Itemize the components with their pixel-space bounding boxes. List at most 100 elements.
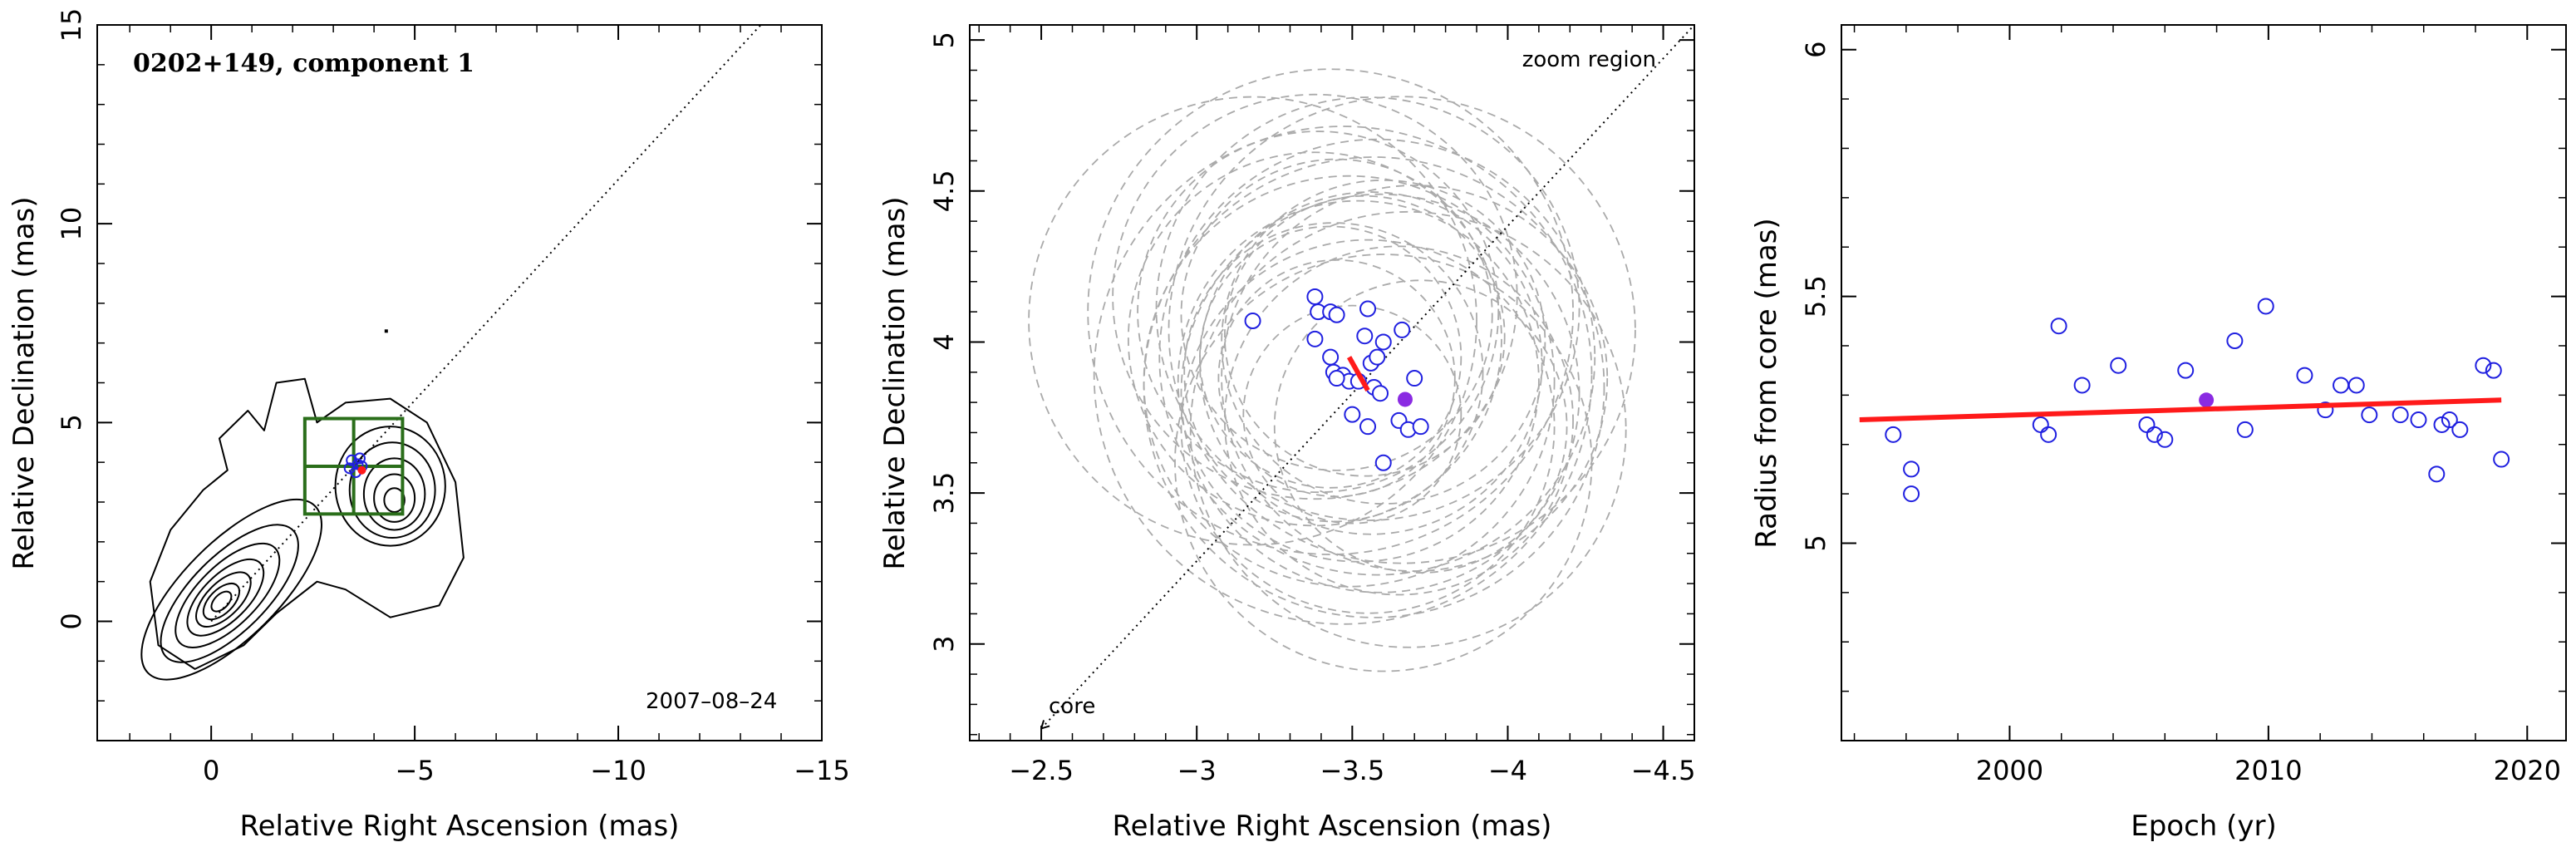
epoch-point — [2032, 416, 2049, 433]
middle-y-tick-label: 5 — [928, 32, 960, 48]
component-size-circle — [1273, 279, 1568, 574]
core-contour — [160, 524, 299, 663]
middle-x-tick-label: −3 — [1177, 755, 1217, 786]
component-contour — [362, 457, 426, 531]
middle-y-tick-label: 3.5 — [928, 472, 960, 515]
component-contour — [348, 441, 436, 539]
epoch-point — [2146, 426, 2163, 443]
epoch-point — [1356, 328, 1374, 345]
left-x-tick-label: −5 — [396, 755, 435, 786]
epoch-point — [2296, 367, 2313, 384]
epoch-point — [2451, 421, 2469, 438]
epoch-point — [2428, 465, 2446, 483]
epoch-point — [1406, 370, 1423, 387]
epoch-point — [2110, 357, 2127, 374]
core-contour — [195, 571, 252, 628]
left-y-tick-label: 10 — [56, 207, 87, 241]
component-size-circle — [1242, 304, 1463, 524]
epoch-point — [1359, 418, 1377, 436]
component-size-circle — [1143, 175, 1556, 588]
left-plot-frame — [96, 24, 823, 741]
jet-axis-line — [1040, 25, 1694, 730]
epoch-point — [2317, 401, 2334, 419]
right-y-axis-label: Radius from core (mas) — [1750, 218, 1783, 548]
right-x-tick-label: 2010 — [2234, 755, 2302, 786]
left-y-tick-label: 5 — [56, 414, 87, 431]
noise-contour — [384, 329, 388, 333]
right-y-tick-label: 6 — [1800, 42, 1831, 58]
epoch-point — [2050, 318, 2067, 335]
component-size-circle — [1137, 131, 1500, 494]
epoch-point — [2073, 377, 2091, 394]
core-contour — [210, 590, 233, 613]
epoch-point — [1306, 288, 1324, 305]
highlight-point — [2199, 392, 2215, 408]
component-size-circle — [1180, 158, 1493, 471]
epoch-point — [2392, 406, 2409, 424]
epoch-point — [1344, 406, 1361, 423]
left-panel-date: 2007–08–24 — [646, 689, 777, 714]
component-size-circle — [1028, 96, 1477, 546]
component-point — [343, 462, 356, 475]
component-size-circle — [1143, 156, 1605, 618]
epoch-point — [1885, 426, 1902, 443]
epoch-point — [2156, 431, 2174, 448]
panel-left: 0 −5 −10 −15 0 5 10 15 0202+149, component 1 20… — [7, 8, 850, 843]
epoch-point — [1903, 460, 1920, 478]
middle-panel-title: zoom region — [1522, 47, 1656, 72]
epoch-point — [2333, 377, 2350, 394]
epoch-point — [2347, 377, 2365, 394]
middle-x-tick-label: −3.5 — [1320, 755, 1384, 786]
component-size-circle — [1112, 93, 1518, 500]
left-y-tick-label: 0 — [56, 613, 87, 629]
component-point — [353, 452, 366, 465]
core-contour — [175, 542, 281, 648]
component-size-circle — [1158, 138, 1596, 576]
component-point — [346, 454, 358, 466]
motion-vector — [1346, 356, 1370, 392]
middle-x-axis-label: Relative Right Ascension (mas) — [1113, 810, 1552, 843]
left-panel-title: 0202+149, component 1 — [133, 49, 474, 78]
epoch-point — [2226, 332, 2244, 350]
component-size-circle — [1177, 199, 1540, 563]
epoch-point — [1374, 333, 1392, 351]
core-contour — [140, 498, 323, 681]
epoch-point — [1394, 321, 1411, 338]
panel-right: 2000 2010 2020 5 5.5 6 Epoch (yr) Radius from… — [1750, 24, 2567, 843]
middle-y-tick-label: 4 — [928, 333, 960, 350]
component-size-circle — [1180, 193, 1581, 593]
epoch-point — [1328, 370, 1345, 387]
epoch-point — [1374, 454, 1392, 471]
core-label: core — [1049, 694, 1095, 719]
epoch-point — [1244, 313, 1261, 330]
epoch-point — [1328, 306, 1345, 323]
middle-x-tick-label: −2.5 — [1009, 755, 1074, 786]
epoch-point — [2236, 421, 2254, 438]
epoch-point — [2493, 451, 2510, 468]
right-plot-frame — [1841, 24, 2567, 741]
epoch-point — [1359, 300, 1377, 318]
core-contour — [186, 558, 265, 637]
component-size-circle — [1180, 239, 1556, 614]
middle-y-axis-label: Relative Declination (mas) — [878, 196, 912, 569]
left-x-tick-label: −10 — [590, 755, 646, 786]
epoch-point — [2138, 416, 2156, 433]
highlight-point — [357, 465, 366, 475]
epoch-point — [2257, 298, 2274, 315]
epoch-point — [2361, 406, 2378, 424]
component-size-circle — [1168, 96, 1636, 564]
middle-y-tick-label: 3 — [928, 636, 960, 653]
component-size-circle — [1155, 96, 1581, 521]
component-size-circle — [1127, 151, 1502, 527]
epoch-point — [1903, 485, 1920, 503]
component-size-circle — [1223, 195, 1506, 477]
epoch-point — [2485, 362, 2502, 379]
component-size-circle — [1189, 210, 1627, 648]
epoch-point — [1369, 348, 1386, 366]
component-size-circle — [1223, 245, 1574, 596]
epoch-point — [1306, 330, 1324, 347]
core-contour — [202, 582, 241, 621]
middle-x-tick-label: −4 — [1488, 755, 1527, 786]
fit-line — [1859, 397, 2502, 423]
